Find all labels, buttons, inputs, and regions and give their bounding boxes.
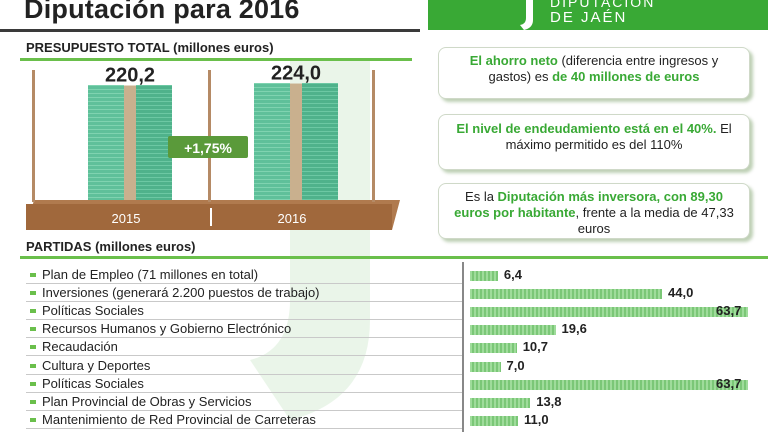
bullet-icon — [30, 363, 36, 368]
partida-label: Políticas Sociales — [42, 303, 144, 319]
bullet-icon — [30, 291, 36, 296]
budget-bar-2015-left — [88, 85, 124, 200]
partida-row: Plan Provincial de Obras y Servicios 13,8 — [26, 393, 750, 411]
partida-row: Recursos Humanos y Gobierno Electrónico 1… — [26, 320, 750, 339]
partida-bar — [470, 361, 501, 372]
callout-ahorro-amount: de 40 millones de euros — [552, 69, 700, 84]
callout-inversora-highlight: Diputación más inversora, con 89,30 euro… — [454, 189, 723, 220]
budget-bar-2015-right — [136, 85, 172, 200]
growth-badge — [168, 136, 248, 158]
partida-value: 19,6 — [561, 321, 587, 337]
brand-name-line1: DIPUTACIÓN — [550, 0, 656, 10]
partida-row: Políticas Sociales 63,7 — [26, 302, 750, 321]
budget-bar-2016-right — [302, 83, 338, 200]
partida-label: Políticas Sociales — [42, 375, 144, 391]
bullet-icon — [30, 417, 36, 422]
callout-endeudamiento: El nivel de endeudamiento está en el 40%… — [438, 114, 750, 170]
partida-label: Cultura y Deportes — [42, 357, 151, 373]
row-divider — [26, 427, 462, 429]
partida-row: Cultura y Deportes 7,0 — [26, 357, 750, 375]
callout-ahorro-neto: El ahorro neto (diferencia entre ingreso… — [438, 47, 750, 99]
row-divider — [26, 409, 462, 411]
budget-section-rule — [20, 58, 412, 61]
partida-bar — [470, 415, 518, 426]
diputacion-logo-icon — [520, 0, 533, 30]
callout-endeudamiento-text: El máximo permitido es del 110% — [505, 121, 732, 152]
chart-post-0 — [32, 70, 35, 202]
partida-value: 63,7 — [716, 375, 742, 391]
partida-bar — [470, 271, 498, 281]
partida-bar — [470, 379, 748, 390]
partida-label: Recursos Humanos y Gobierno Electrónico — [42, 321, 292, 337]
partida-row: Mantenimiento de Red Provincial de Carre… — [26, 411, 750, 429]
partida-row: Plan de Empleo (71 millones en total) 6,4 — [26, 266, 750, 284]
row-divider — [26, 373, 462, 375]
growth-annotation: +1,75% — [184, 140, 232, 156]
partida-bar — [470, 397, 531, 408]
budget-bar-2016-left — [254, 83, 290, 200]
bullet-icon — [30, 381, 36, 386]
partidas-bars-divider — [462, 262, 464, 432]
partida-bar — [470, 343, 517, 354]
budget-category-label-2015: 2015 — [112, 211, 141, 226]
bullet-icon — [30, 273, 36, 277]
budget-bar-2015-center — [124, 85, 136, 200]
callout-ahorro-highlight: El ahorro neto — [469, 53, 558, 68]
partida-row: Recaudación 10,7 — [26, 338, 750, 357]
partida-label: Plan de Empleo (71 millones en total) — [42, 267, 259, 282]
bullet-icon — [30, 327, 36, 332]
partida-value: 6,4 — [503, 267, 522, 282]
row-divider — [26, 283, 462, 284]
budget-chart: 220,2 2015 224,0 2016 +1,75% — [26, 63, 400, 230]
partida-value: 10,7 — [522, 339, 548, 355]
row-divider — [26, 355, 462, 357]
callout-inversora: Es la Diputación más inversora, con 89,3… — [438, 183, 750, 239]
row-divider — [26, 391, 462, 393]
page-title: Diputación para 2016 — [24, 0, 300, 24]
brand-name-line2: DE JAÉN — [550, 9, 628, 26]
partida-value: 7,0 — [506, 357, 525, 373]
budget-category-label-2016: 2016 — [278, 211, 307, 226]
bullet-icon — [30, 345, 36, 350]
chart-post-2 — [372, 70, 375, 202]
partida-row: Políticas Sociales 63,7 — [26, 375, 750, 393]
partida-value: 11,0 — [524, 411, 549, 427]
partida-label: Recaudación — [42, 339, 118, 355]
callout-endeudamiento-highlight: El nivel de endeudamiento está en el 40%… — [456, 121, 717, 136]
budget-bar-2016-center — [290, 83, 302, 200]
partida-label: Inversiones (generará 2.200 puestos de t… — [42, 285, 320, 301]
bullet-icon — [30, 399, 36, 404]
budget-chart-title: PRESUPUESTO TOTAL (millones euros) — [26, 40, 274, 55]
partida-label: Mantenimiento de Red Provincial de Carre… — [42, 411, 316, 427]
partida-value: 63,7 — [716, 303, 742, 319]
partidas-section-rule — [20, 256, 768, 259]
partida-value: 44,0 — [668, 285, 694, 301]
budget-value-label-2015: 220,2 — [105, 64, 155, 86]
budget-value-label-2016: 224,0 — [271, 63, 321, 85]
title-rule — [0, 29, 420, 32]
partida-value: 13,8 — [536, 393, 562, 409]
partida-row: Inversiones (generará 2.200 puestos de t… — [26, 284, 750, 303]
callout-ahorro-text: (diferencia entre ingresos y gastos) es — [488, 53, 719, 84]
bullet-icon — [30, 309, 36, 314]
callout-inversora-text1: Es la — [465, 189, 498, 204]
partida-bar — [470, 289, 663, 300]
partida-bar — [470, 325, 556, 336]
callout-inversora-text2: , frente a la media de 47,33 euros — [575, 205, 734, 236]
chart-base-front — [26, 204, 392, 230]
partida-label: Plan Provincial de Obras y Servicios — [42, 393, 252, 409]
partida-bar — [470, 307, 748, 318]
row-divider — [26, 337, 462, 339]
brand-banner: DIPUTACIÓN DE JAÉN — [428, 0, 768, 30]
row-divider — [26, 301, 462, 303]
partidas-chart-title: PARTIDAS (millones euros) — [26, 239, 196, 254]
row-divider — [26, 319, 462, 321]
chart-base-separator — [210, 208, 212, 226]
